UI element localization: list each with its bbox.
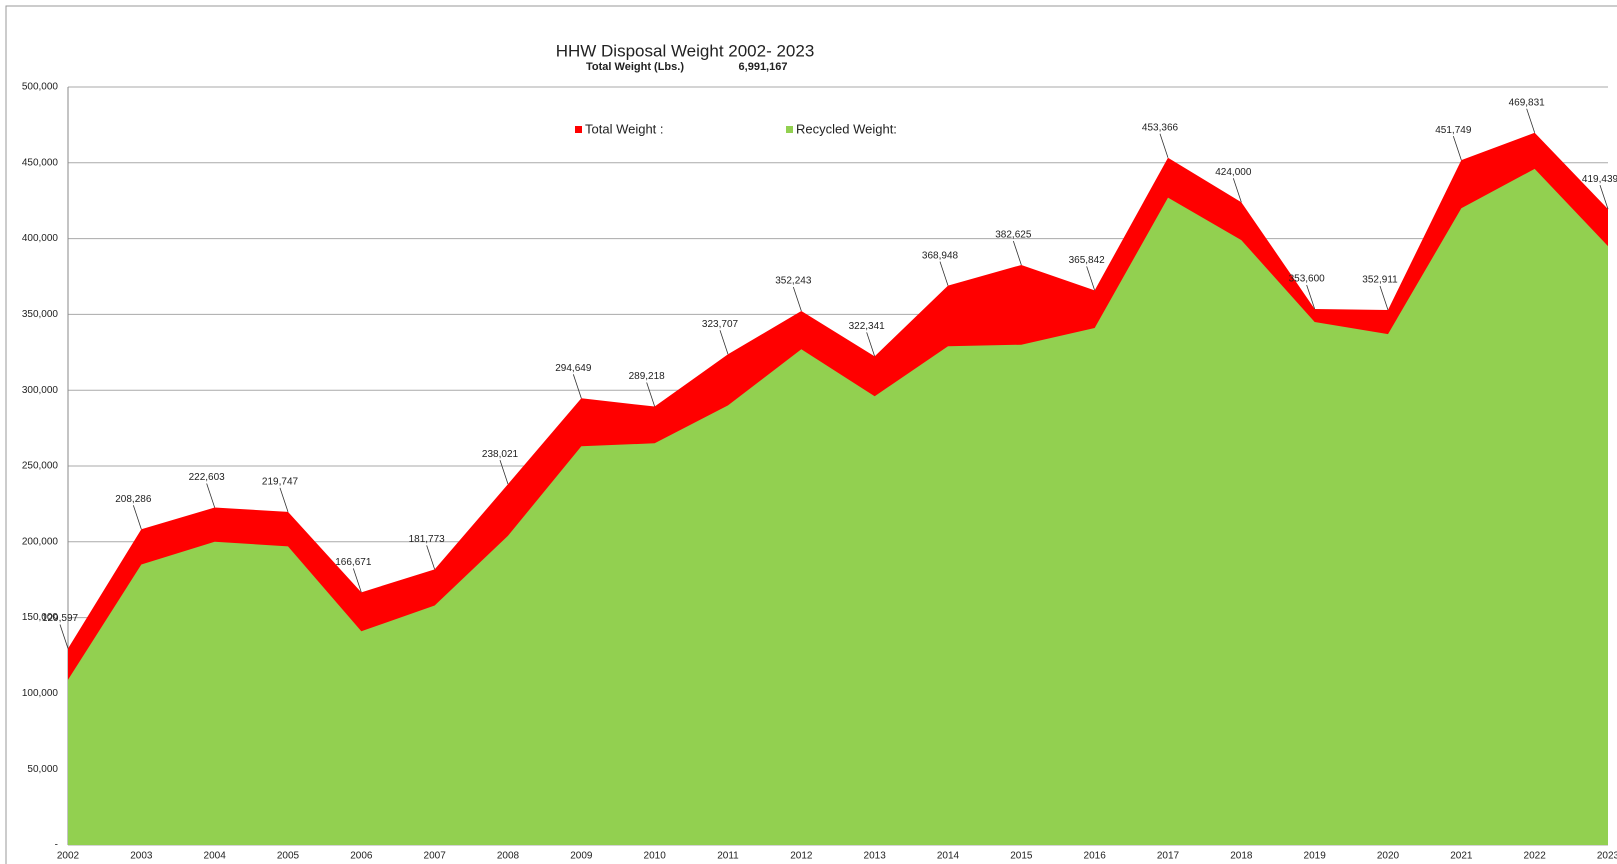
data-label: 352,243 (775, 276, 812, 287)
x-tick-label: 2007 (424, 851, 447, 862)
x-tick-label: 2019 (1304, 851, 1327, 862)
leader-line (1012, 240, 1022, 266)
y-tick-label: 350,000 (22, 309, 59, 320)
y-tick-label: 150,000 (22, 612, 59, 623)
data-label: 181,773 (409, 534, 446, 545)
x-tick-label: 2004 (204, 851, 227, 862)
data-label: 353,600 (1289, 274, 1326, 285)
x-tick-label: 2023 (1597, 851, 1617, 862)
x-tick-label: 2021 (1450, 851, 1473, 862)
leader-line (1306, 284, 1316, 310)
y-tick-label: 500,000 (22, 82, 59, 93)
data-label: 294,649 (555, 363, 592, 374)
x-tick-label: 2009 (570, 851, 593, 862)
leader-line (1159, 133, 1169, 158)
leader-line (426, 545, 436, 570)
y-tick-label: 300,000 (22, 385, 59, 396)
leader-line (646, 382, 656, 407)
leader-line (1526, 108, 1536, 133)
x-tick-label: 2020 (1377, 851, 1400, 862)
y-tick-label: 200,000 (22, 536, 59, 547)
x-tick-label: 2012 (790, 851, 813, 862)
leader-line (939, 261, 949, 286)
x-tick-label: 2005 (277, 851, 300, 862)
data-label: 323,707 (702, 319, 739, 330)
leader-line (206, 483, 216, 508)
leader-line (1379, 285, 1389, 311)
leader-line (719, 330, 729, 355)
legend-swatch (786, 126, 793, 133)
x-tick-label: 2013 (864, 851, 887, 862)
leader-line (1232, 178, 1242, 203)
leader-line (866, 332, 876, 357)
leader-line (59, 624, 69, 649)
leader-line (1599, 185, 1609, 210)
data-label: 419,439 (1582, 174, 1617, 185)
legend-swatch (575, 126, 582, 133)
data-label: 365,842 (1069, 255, 1106, 266)
y-tick-label: 250,000 (22, 461, 59, 472)
data-label: 322,341 (849, 321, 886, 332)
data-label: 469,831 (1509, 97, 1546, 108)
leader-line (572, 374, 582, 399)
subtitle-label: Total Weight (Lbs.) (586, 61, 684, 73)
x-tick-label: 2015 (1010, 851, 1033, 862)
legend-label: Recycled Weight: (796, 121, 897, 136)
leader-line (279, 487, 289, 512)
y-tick-label: 50,000 (27, 764, 58, 775)
frame (5, 5, 1617, 864)
area (68, 168, 1608, 845)
data-label: 222,603 (189, 472, 226, 483)
data-label: 219,747 (262, 477, 299, 488)
x-tick-label: 2022 (1524, 851, 1547, 862)
leader-line (1086, 266, 1096, 291)
data-label: 451,749 (1435, 125, 1472, 136)
x-tick-label: 2016 (1084, 851, 1107, 862)
x-tick-label: 2010 (644, 851, 667, 862)
legend-label: Total Weight : (585, 121, 664, 136)
data-label: 208,286 (115, 494, 152, 505)
data-label: 424,000 (1215, 167, 1252, 178)
y-tick-label: 100,000 (22, 688, 59, 699)
data-label: 129,597 (42, 613, 79, 624)
x-tick-label: 2006 (350, 851, 373, 862)
leader-line (792, 286, 802, 312)
leader-line (132, 505, 142, 530)
leader-line (1452, 136, 1462, 161)
data-label: 368,948 (922, 250, 959, 261)
y-tick-label: - (55, 840, 58, 851)
data-label: 289,218 (629, 371, 666, 382)
y-tick-label: 450,000 (22, 157, 59, 168)
data-label: 238,021 (482, 449, 519, 460)
data-label: 166,671 (335, 557, 372, 568)
x-tick-label: 2008 (497, 851, 520, 862)
x-tick-label: 2002 (57, 851, 80, 862)
data-label: 453,366 (1142, 122, 1179, 133)
data-label: 382,625 (995, 230, 1032, 241)
data-label: 352,911 (1362, 275, 1398, 286)
x-tick-label: 2014 (937, 851, 960, 862)
x-tick-label: 2003 (130, 851, 153, 862)
chart-title: HHW Disposal Weight 2002- 2023 (556, 41, 815, 60)
subtitle-value: 6,991,167 (739, 61, 788, 73)
x-tick-label: 2018 (1230, 851, 1253, 862)
leader-line (499, 460, 509, 485)
leader-line (352, 568, 362, 593)
x-tick-label: 2011 (717, 851, 739, 862)
y-tick-label: 400,000 (22, 233, 59, 244)
x-tick-label: 2017 (1157, 851, 1180, 862)
